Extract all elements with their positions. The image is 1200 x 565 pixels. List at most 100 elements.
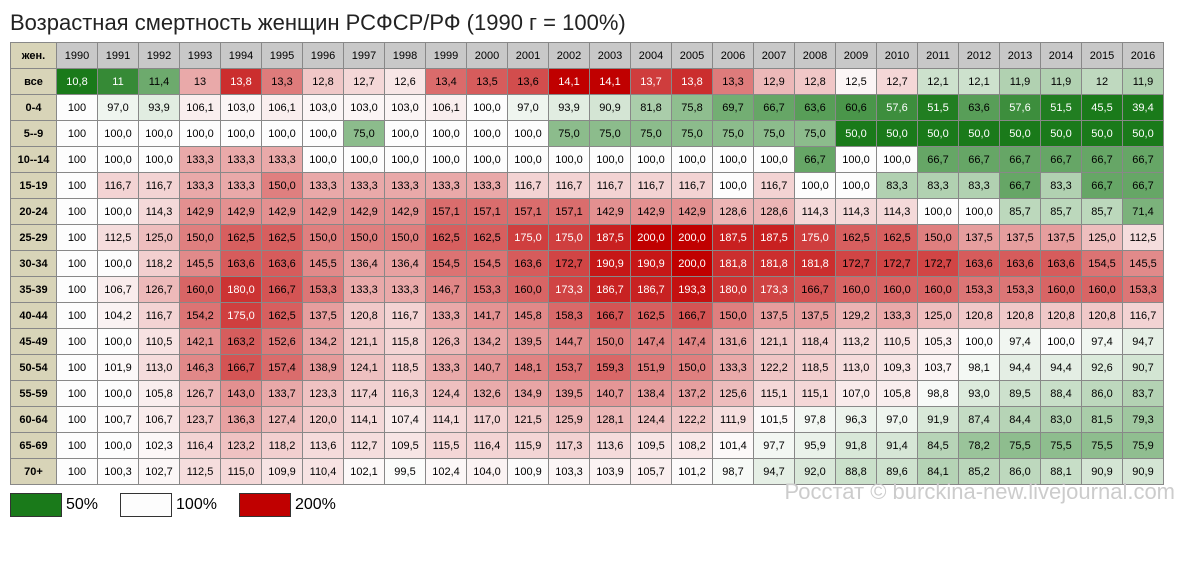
year-header: 1991	[98, 43, 139, 69]
heatmap-cell: 83,0	[1041, 407, 1082, 433]
heatmap-cell: 12,1	[918, 69, 959, 95]
heatmap-cell: 63,6	[795, 95, 836, 121]
heatmap-cell: 100	[57, 199, 98, 225]
heatmap-cell: 113,0	[836, 355, 877, 381]
heatmap-cell: 110,5	[877, 329, 918, 355]
heatmap-cell: 118,5	[385, 355, 426, 381]
heatmap-cell: 107,0	[836, 381, 877, 407]
heatmap-cell: 105,8	[139, 381, 180, 407]
heatmap-cell: 51,5	[1041, 95, 1082, 121]
heatmap-cell: 100	[57, 459, 98, 485]
heatmap-cell: 159,3	[590, 355, 631, 381]
heatmap-cell: 100	[57, 407, 98, 433]
legend-label: 200%	[295, 496, 336, 514]
heatmap-cell: 100,0	[303, 147, 344, 173]
heatmap-cell: 100	[57, 147, 98, 173]
heatmap-cell: 12,1	[959, 69, 1000, 95]
heatmap-cell: 175,0	[549, 225, 590, 251]
heatmap-cell: 100,0	[467, 147, 508, 173]
heatmap-cell: 114,3	[139, 199, 180, 225]
heatmap-cell: 50,0	[1123, 121, 1164, 147]
year-header: 1990	[57, 43, 98, 69]
row-header: 55-59	[11, 381, 57, 407]
heatmap-cell: 116,7	[98, 173, 139, 199]
heatmap-cell: 85,7	[1041, 199, 1082, 225]
heatmap-cell: 100,0	[98, 199, 139, 225]
heatmap-cell: 116,4	[180, 433, 221, 459]
legend-label: 100%	[176, 496, 217, 514]
heatmap-cell: 85,7	[1082, 199, 1123, 225]
heatmap-cell: 187,5	[590, 225, 631, 251]
year-header: 1998	[385, 43, 426, 69]
heatmap-cell: 150,0	[344, 225, 385, 251]
heatmap-cell: 79,3	[1123, 407, 1164, 433]
heatmap-cell: 166,7	[795, 277, 836, 303]
heatmap-cell: 172,7	[918, 251, 959, 277]
heatmap-cell: 100,0	[590, 147, 631, 173]
heatmap-cell: 133,3	[467, 173, 508, 199]
heatmap-cell: 137,5	[303, 303, 344, 329]
heatmap-cell: 63,6	[959, 95, 1000, 121]
row-header: 15-19	[11, 173, 57, 199]
heatmap-cell: 100,3	[98, 459, 139, 485]
heatmap-cell: 116,7	[549, 173, 590, 199]
heatmap-cell: 84,5	[918, 433, 959, 459]
heatmap-cell: 88,8	[836, 459, 877, 485]
heatmap-cell: 100,0	[385, 147, 426, 173]
heatmap-cell: 106,7	[98, 277, 139, 303]
heatmap-cell: 100,0	[754, 147, 795, 173]
heatmap-cell: 60,6	[836, 95, 877, 121]
heatmap-cell: 50,0	[1082, 121, 1123, 147]
heatmap-cell: 98,7	[713, 459, 754, 485]
heatmap-cell: 153,3	[1123, 277, 1164, 303]
row-header: 5--9	[11, 121, 57, 147]
year-header: 1995	[262, 43, 303, 69]
heatmap-cell: 117,4	[344, 381, 385, 407]
heatmap-cell: 181,8	[795, 251, 836, 277]
heatmap-cell: 102,4	[426, 459, 467, 485]
heatmap-cell: 153,3	[303, 277, 344, 303]
heatmap-cell: 133,3	[385, 277, 426, 303]
heatmap-cell: 100,0	[713, 147, 754, 173]
heatmap-cell: 200,0	[672, 251, 713, 277]
heatmap-cell: 102,3	[139, 433, 180, 459]
year-header: 2001	[508, 43, 549, 69]
heatmap-cell: 97,4	[1082, 329, 1123, 355]
heatmap-cell: 116,3	[385, 381, 426, 407]
heatmap-cell: 100,0	[180, 121, 221, 147]
heatmap-cell: 105,8	[877, 381, 918, 407]
heatmap-cell: 126,7	[139, 277, 180, 303]
heatmap-cell: 137,2	[672, 381, 713, 407]
heatmap-cell: 102,1	[344, 459, 385, 485]
heatmap-cell: 75,0	[344, 121, 385, 147]
year-header: 2015	[1082, 43, 1123, 69]
heatmap-cell: 100,0	[344, 147, 385, 173]
heatmap-cell: 166,7	[590, 303, 631, 329]
heatmap-cell: 90,9	[1123, 459, 1164, 485]
heatmap-cell: 123,3	[303, 381, 344, 407]
heatmap-cell: 99,5	[385, 459, 426, 485]
heatmap-cell: 154,5	[1082, 251, 1123, 277]
chart-title: Возрастная смертность женщин РСФСР/РФ (1…	[10, 10, 1190, 36]
year-header: 2011	[918, 43, 959, 69]
heatmap-cell: 180,0	[713, 277, 754, 303]
heatmap-cell: 162,5	[631, 303, 672, 329]
heatmap-cell: 100,0	[836, 173, 877, 199]
heatmap-cell: 163,6	[1041, 251, 1082, 277]
heatmap-cell: 126,3	[426, 329, 467, 355]
heatmap-cell: 160,0	[877, 277, 918, 303]
heatmap-cell: 94,7	[754, 459, 795, 485]
heatmap-cell: 103,0	[303, 95, 344, 121]
heatmap-cell: 100,0	[467, 95, 508, 121]
heatmap-cell: 133,3	[426, 355, 467, 381]
heatmap-cell: 92,0	[795, 459, 836, 485]
heatmap-cell: 97,0	[877, 407, 918, 433]
heatmap-cell: 12,5	[836, 69, 877, 95]
heatmap-cell: 81,5	[1082, 407, 1123, 433]
heatmap-cell: 162,5	[262, 303, 303, 329]
heatmap-table: жен.199019911992199319941995199619971998…	[10, 42, 1164, 485]
year-header: 1994	[221, 43, 262, 69]
heatmap-cell: 160,0	[918, 277, 959, 303]
heatmap-cell: 142,9	[262, 199, 303, 225]
heatmap-cell: 100,0	[1041, 329, 1082, 355]
